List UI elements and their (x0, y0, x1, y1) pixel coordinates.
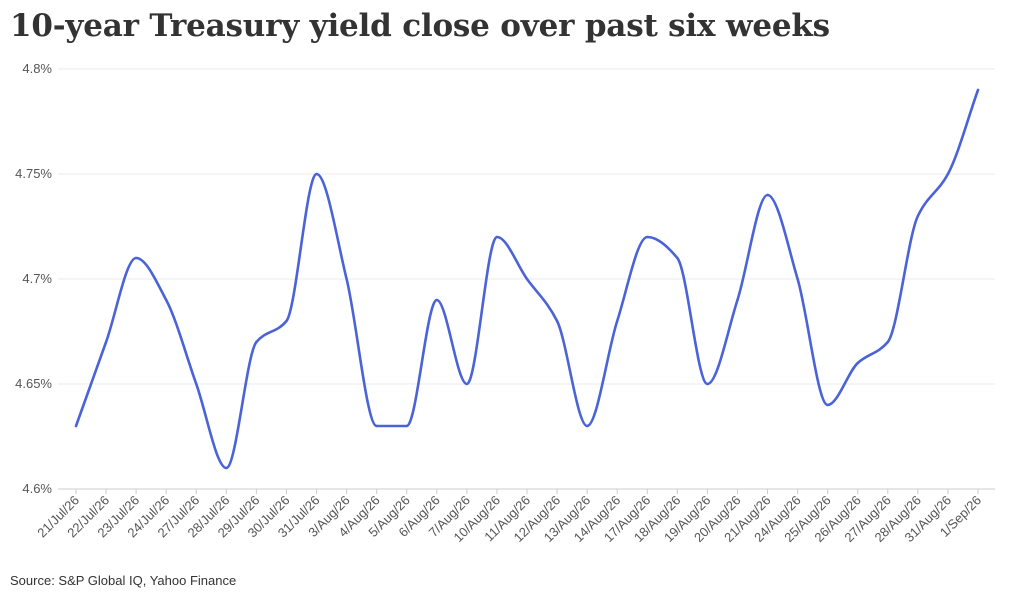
data-point (736, 298, 739, 302)
data-point (195, 382, 198, 386)
data-point (946, 172, 950, 176)
y-axis: 4.6% 4.65% 4.7% 4.75% 4.8% (15, 61, 52, 496)
y-tick-label: 4.65% (15, 376, 52, 391)
data-point (525, 277, 529, 281)
data-point (976, 88, 980, 92)
source-note: Source: S&P Global IQ, Yahoo Finance (10, 573, 237, 588)
data-point (285, 319, 288, 323)
data-point (315, 172, 318, 176)
data-point (375, 424, 378, 428)
y-tick-label: 4.6% (22, 481, 52, 496)
data-point (706, 382, 709, 386)
data-point (134, 256, 138, 260)
data-point (856, 361, 859, 365)
data-point (796, 277, 799, 281)
data-point (435, 298, 438, 302)
y-tick-label: 4.8% (22, 61, 52, 76)
data-point (465, 382, 469, 386)
data-point (826, 403, 829, 407)
data-point (646, 235, 649, 239)
data-point (345, 277, 348, 281)
data-point (74, 424, 78, 428)
data-point (916, 214, 920, 218)
data-point (616, 319, 619, 323)
data-point (766, 193, 769, 197)
data-point (676, 256, 679, 260)
chart-title: 10-year Treasury yield close over past s… (10, 8, 830, 44)
data-point (886, 340, 889, 344)
yield-line (74, 88, 980, 470)
data-point (255, 340, 258, 344)
data-point (495, 235, 499, 239)
y-tick-label: 4.7% (22, 271, 52, 286)
data-point (585, 424, 589, 428)
y-tick-label: 4.75% (15, 166, 52, 181)
x-axis: 21/Jul/2622/Jul/2623/Jul/2624/Jul/2627/J… (34, 489, 984, 545)
data-point (555, 319, 559, 323)
data-point (165, 298, 168, 302)
data-point (225, 466, 228, 470)
data-point (405, 424, 408, 428)
data-point (104, 340, 108, 344)
